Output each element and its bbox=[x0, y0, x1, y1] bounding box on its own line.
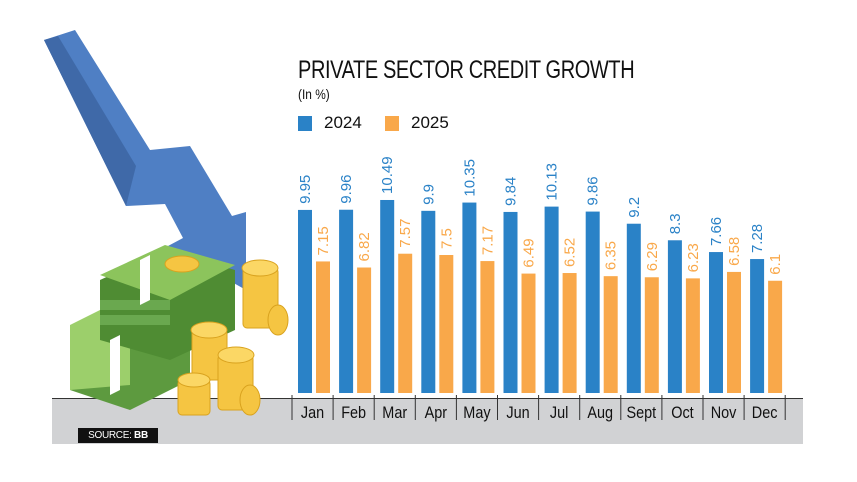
coin-stack-icon bbox=[164, 255, 289, 416]
data-label-2025: 6.1 bbox=[767, 254, 784, 275]
bar-2025 bbox=[644, 277, 659, 393]
bar-2025 bbox=[316, 261, 330, 393]
bar-2025 bbox=[603, 276, 618, 393]
x-tick-label: Dec bbox=[752, 404, 778, 422]
bar-2025 bbox=[685, 278, 700, 393]
x-tick-label: Feb bbox=[341, 404, 366, 422]
data-label-2025: 6.52 bbox=[562, 238, 579, 267]
bar-2024 bbox=[503, 211, 518, 393]
legend-item-2024: 2024 bbox=[298, 113, 362, 133]
legend-label: 2025 bbox=[411, 113, 449, 132]
data-label-2025: 6.58 bbox=[726, 237, 743, 266]
x-tick-label: May bbox=[463, 404, 490, 422]
x-tick-label: Sept bbox=[626, 404, 656, 422]
bar-2025 bbox=[357, 267, 372, 393]
bar-2024 bbox=[339, 209, 354, 393]
x-tick-label: Oct bbox=[671, 404, 694, 422]
x-tick-label: Jun bbox=[506, 404, 529, 422]
x-tick-label: Apr bbox=[425, 404, 447, 422]
legend-swatch bbox=[385, 115, 399, 131]
bar-2025 bbox=[480, 261, 495, 393]
bar-2024 bbox=[380, 199, 395, 393]
bar-2024 bbox=[585, 211, 600, 393]
bar-2024 bbox=[626, 223, 641, 393]
data-label-2024: 9.9 bbox=[420, 184, 437, 205]
data-label-2024: 8.3 bbox=[667, 213, 684, 234]
data-label-2025: 7.15 bbox=[315, 226, 332, 255]
x-tick-label: Jan bbox=[301, 404, 324, 422]
x-tick-label: Aug bbox=[587, 404, 613, 422]
legend-swatch bbox=[298, 115, 312, 131]
legend-item-2025: 2025 bbox=[385, 113, 449, 133]
x-tick-label: Nov bbox=[711, 404, 737, 422]
data-label-2024: 9.84 bbox=[503, 177, 520, 206]
data-label-2024: 10.35 bbox=[461, 159, 478, 197]
bar-2024 bbox=[709, 252, 723, 393]
bar-2025 bbox=[398, 253, 413, 393]
data-label-2025: 6.49 bbox=[521, 238, 538, 267]
data-label-2025: 6.23 bbox=[685, 243, 702, 272]
data-label-2025: 7.57 bbox=[397, 219, 414, 248]
source-value: BB bbox=[134, 430, 148, 441]
source-label: SOURCE: BB bbox=[78, 428, 158, 443]
legend-label: 2024 bbox=[324, 113, 362, 132]
bar-2024 bbox=[298, 209, 312, 393]
bar-2025 bbox=[727, 271, 741, 393]
data-label-2024: 9.86 bbox=[585, 176, 602, 205]
bar-2024 bbox=[750, 259, 765, 393]
bar-2025 bbox=[521, 273, 536, 393]
data-label-2025: 6.29 bbox=[644, 242, 661, 271]
source-prefix: SOURCE: bbox=[88, 430, 132, 441]
bar-2024 bbox=[544, 206, 559, 393]
x-tick-label: Jul bbox=[550, 404, 568, 422]
data-label-2024: 7.66 bbox=[708, 217, 725, 246]
axis-band bbox=[52, 398, 803, 444]
data-label-2024: 9.96 bbox=[338, 175, 355, 204]
data-label-2025: 7.17 bbox=[479, 226, 496, 255]
data-label-2024: 7.28 bbox=[749, 224, 766, 253]
data-label-2024: 10.13 bbox=[544, 163, 561, 201]
x-tick-label: Mar bbox=[382, 404, 407, 422]
data-label-2025: 6.35 bbox=[603, 241, 620, 270]
down-arrow-icon bbox=[44, 30, 246, 290]
data-label-2025: 7.5 bbox=[438, 228, 455, 249]
bar-2025 bbox=[439, 255, 454, 393]
bar-2024 bbox=[462, 202, 477, 393]
chart-subtitle: (In %) bbox=[298, 86, 330, 102]
bar-2024 bbox=[421, 210, 436, 393]
bar-2025 bbox=[768, 280, 783, 393]
bar-2025 bbox=[562, 273, 577, 393]
data-label-2024: 9.2 bbox=[626, 197, 643, 218]
data-label-2025: 6.82 bbox=[356, 232, 373, 261]
data-label-2024: 10.49 bbox=[379, 156, 396, 194]
data-label-2024: 9.95 bbox=[297, 175, 314, 204]
bar-2024 bbox=[667, 240, 682, 393]
chart-title: PRIVATE SECTOR CREDIT GROWTH bbox=[298, 56, 635, 84]
